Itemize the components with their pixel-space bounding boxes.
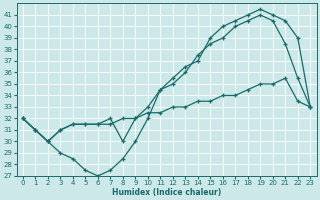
X-axis label: Humidex (Indice chaleur): Humidex (Indice chaleur) [112,188,221,197]
